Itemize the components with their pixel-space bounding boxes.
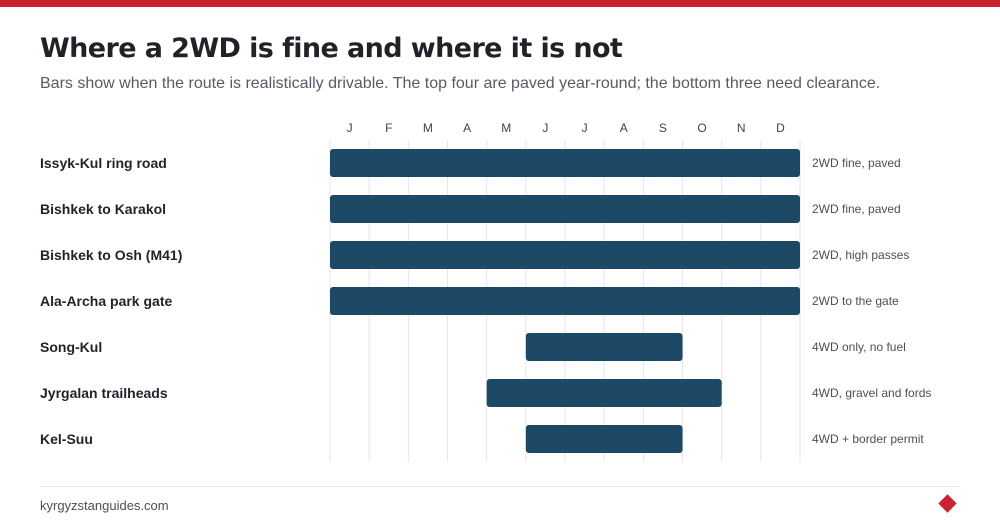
route-label: Issyk-Kul ring road [40, 155, 167, 171]
route-label: Song-Kul [40, 339, 102, 355]
route-note: 2WD fine, paved [812, 202, 901, 216]
chart-rows: Issyk-Kul ring road 2WD fine, paved Bishke… [40, 149, 931, 453]
month-tick-label: J [347, 121, 353, 135]
season-bar [330, 195, 801, 223]
month-tick-label: J [542, 121, 548, 135]
month-tick-label: J [582, 121, 588, 135]
route-season-chart: J F M A M J J A S O N D Issyk-Kul ring road 2WD fine… [40, 121, 931, 462]
month-tick-label: F [385, 121, 392, 135]
month-tick-label: A [620, 121, 628, 135]
month-tick-label: N [737, 121, 746, 135]
month-tick-label: M [501, 121, 511, 135]
season-bar [486, 379, 722, 407]
month-tick-label: M [423, 121, 433, 135]
route-label: Bishkek to Karakol [40, 201, 166, 217]
month-tick-label: A [463, 121, 471, 135]
top-accent-bar [0, 0, 1000, 7]
page-title: Where a 2WD is fine and where it is not [40, 33, 623, 64]
route-note: 4WD + border permit [812, 432, 924, 446]
season-bar [330, 241, 801, 269]
season-bar [525, 333, 683, 361]
month-tick-label: S [659, 121, 667, 135]
route-label: Bishkek to Osh (M41) [40, 247, 182, 263]
route-label: Kel-Suu [40, 431, 93, 447]
route-label: Ala-Archa park gate [40, 293, 172, 309]
page-subtitle: Bars show when the route is realisticall… [40, 75, 881, 92]
route-note: 2WD, high passes [812, 248, 909, 262]
brand-diamond-icon [938, 494, 957, 513]
month-tick-label: D [776, 121, 785, 135]
route-note: 2WD fine, paved [812, 156, 901, 170]
route-label: Jyrgalan trailheads [40, 385, 168, 401]
month-tick-label: O [697, 121, 706, 135]
season-bar [330, 287, 801, 315]
route-note: 4WD only, no fuel [812, 340, 906, 354]
season-bar [525, 425, 683, 453]
footer-divider [40, 486, 960, 487]
route-note: 4WD, gravel and fords [812, 386, 931, 400]
route-note: 2WD to the gate [812, 294, 899, 308]
footer-site-link[interactable]: kyrgyzstanguides.com [40, 498, 169, 513]
season-bar [330, 149, 801, 177]
